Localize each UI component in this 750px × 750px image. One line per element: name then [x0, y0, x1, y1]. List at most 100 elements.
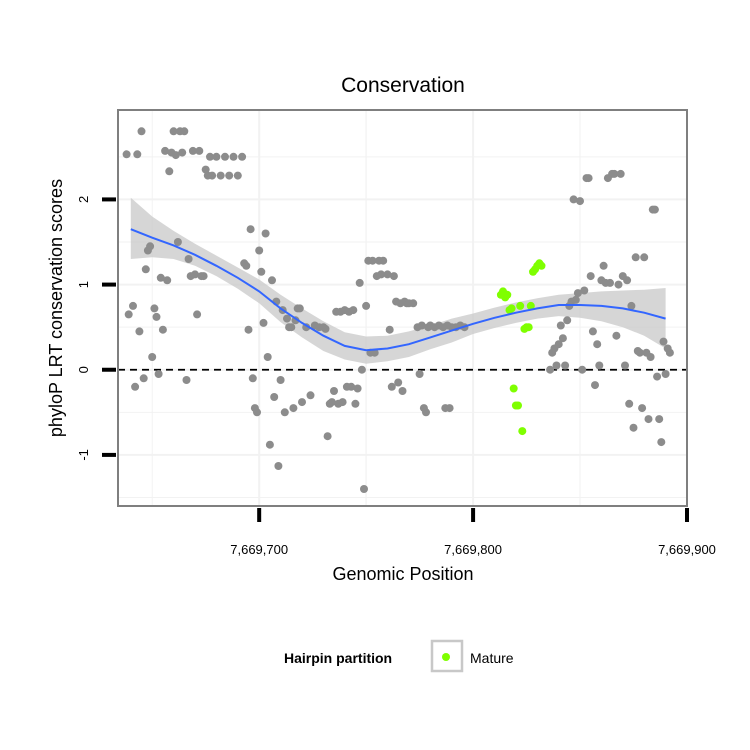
point-other: [283, 314, 291, 323]
point-other: [225, 171, 234, 180]
point-other: [208, 171, 217, 180]
point-other: [578, 365, 587, 374]
point-other: [383, 270, 392, 279]
point-other: [417, 321, 426, 330]
point-other: [621, 361, 629, 370]
point-other: [379, 256, 388, 265]
point-other: [233, 171, 242, 180]
x-tick-label: 7,669,800: [444, 542, 502, 557]
y-tick-label: -1: [76, 449, 91, 461]
point-mature: [516, 301, 525, 310]
legend: Hairpin partition Mature: [284, 639, 514, 673]
point-other: [349, 306, 358, 315]
point-other: [122, 150, 131, 159]
x-tick-label: 7,669,700: [230, 542, 288, 557]
point-other: [287, 323, 296, 332]
point-other: [133, 150, 142, 159]
point-mature: [537, 261, 546, 270]
point-other: [178, 148, 187, 157]
point-other: [156, 273, 165, 282]
point-other: [593, 340, 602, 349]
points-mature: [496, 259, 546, 436]
point-other: [355, 278, 364, 287]
point-other: [640, 253, 649, 262]
point-other: [261, 229, 270, 238]
x-tick-label: 7,669,900: [658, 542, 716, 557]
point-other: [661, 370, 670, 378]
point-other: [257, 267, 266, 276]
point-other: [409, 299, 418, 308]
point-other: [146, 242, 155, 251]
point-other: [201, 165, 210, 174]
point-other: [158, 325, 167, 334]
y-axis-label: phyloP LRT conservation scores: [46, 179, 66, 437]
point-other: [148, 353, 157, 361]
point-other: [182, 376, 191, 384]
point-other: [612, 331, 621, 340]
point-other: [270, 393, 279, 401]
point-other: [377, 270, 386, 279]
x-axis-label: Genomic Position: [332, 564, 473, 584]
point-other: [131, 382, 140, 391]
point-other: [387, 382, 396, 391]
panel-border: [117, 109, 688, 507]
point-other: [221, 152, 229, 161]
point-other: [614, 280, 623, 289]
chart-title: Conservation: [341, 74, 465, 97]
point-other: [171, 151, 180, 160]
point-other: [606, 278, 614, 287]
point-mature: [507, 304, 516, 313]
point-other: [610, 169, 619, 178]
point-other: [274, 462, 283, 470]
point-other: [563, 316, 572, 325]
legend-title: Hairpin partition: [284, 650, 392, 666]
point-other: [280, 408, 289, 417]
point-other: [347, 382, 356, 391]
point-other: [129, 301, 137, 310]
point-other: [644, 415, 653, 424]
point-other: [646, 353, 655, 361]
point-other: [150, 304, 159, 313]
point-other: [206, 152, 214, 161]
point-other: [298, 398, 306, 407]
point-other: [351, 399, 360, 408]
point-other: [248, 374, 257, 383]
point-other: [152, 312, 161, 321]
point-other: [238, 152, 247, 161]
point-other: [321, 324, 330, 333]
point-other: [330, 387, 338, 395]
point-other: [552, 361, 561, 370]
point-other: [246, 225, 255, 234]
point-other: [659, 337, 668, 346]
point-other: [415, 370, 424, 378]
point-other: [199, 272, 208, 281]
point-other: [569, 195, 578, 204]
point-other: [653, 372, 662, 381]
point-other: [580, 286, 589, 295]
point-other: [141, 265, 150, 274]
point-other: [139, 374, 148, 383]
point-mature: [524, 323, 533, 332]
point-other: [571, 295, 580, 304]
point-other: [368, 256, 377, 265]
point-other: [327, 398, 336, 407]
point-other: [216, 171, 225, 180]
point-other: [657, 438, 666, 447]
point-other: [255, 246, 264, 255]
point-other: [554, 340, 563, 349]
smooth-line: [130, 228, 666, 352]
point-other: [242, 261, 251, 270]
point-other: [338, 398, 347, 407]
point-other: [268, 276, 276, 285]
point-other: [370, 348, 379, 357]
point-other: [212, 152, 221, 161]
point-other: [188, 146, 197, 155]
point-other: [362, 301, 371, 310]
point-other: [295, 304, 304, 313]
point-other: [173, 238, 182, 246]
point-mature: [509, 384, 518, 393]
y-tick-label: 1: [76, 281, 91, 288]
point-other: [263, 353, 272, 361]
y-tick-label: 0: [76, 366, 91, 373]
